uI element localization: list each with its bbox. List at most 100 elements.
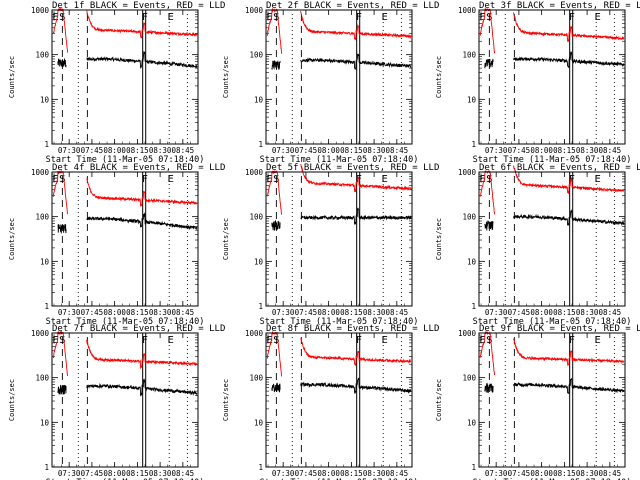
y-tick-label: 1 <box>258 302 263 311</box>
y-tick-label: 1000 <box>245 168 264 177</box>
x-axis-label: Start Time (11-Mar-05 07:18:40) <box>46 478 205 480</box>
x-tick-label: 08:15 <box>553 146 576 155</box>
x-tick-label: 08:15 <box>340 146 363 155</box>
y-tick-label: 10 <box>40 418 50 427</box>
x-tick-label: 07:30 <box>58 308 81 317</box>
marker-letter: E <box>479 335 485 346</box>
x-tick-label: 07:45 <box>508 469 531 478</box>
y-tick-label: 100 <box>462 51 476 60</box>
y-tick-label: 1 <box>44 302 49 311</box>
y-tick-label: 1000 <box>31 329 50 338</box>
y-tick-label: 1 <box>258 463 263 472</box>
y-tick-label: 10 <box>254 95 264 104</box>
y-tick-label: 10 <box>40 257 50 266</box>
x-tick-label: 08:45 <box>172 146 195 155</box>
marker-letter: E <box>52 174 58 185</box>
x-tick-label: 08:30 <box>149 469 172 478</box>
marker-letter: E <box>382 335 388 346</box>
y-axis-label: Counts/sec <box>435 379 443 421</box>
panel-5: Det 5f BLACK = Events, RED = LLD Counts/s… <box>222 163 439 327</box>
marker-letter: S <box>486 12 492 23</box>
x-tick-label: 08:30 <box>149 308 172 317</box>
y-tick-label: 1 <box>471 140 476 149</box>
x-tick-label: 08:00 <box>317 146 340 155</box>
x-tick-label: 08:00 <box>103 469 126 478</box>
x-tick-label: 08:45 <box>386 146 409 155</box>
y-tick-label: 100 <box>35 213 49 222</box>
plot-frame <box>478 332 626 468</box>
x-tick-label: 08:15 <box>126 146 149 155</box>
y-tick-label: 1000 <box>458 329 477 338</box>
x-tick-label: 08:30 <box>363 308 386 317</box>
series-line-events <box>271 60 281 70</box>
marker-letter: E <box>266 335 272 346</box>
plot-frame <box>265 9 413 145</box>
series-line-events <box>86 212 198 231</box>
y-axis-label: Counts/sec <box>435 218 443 260</box>
plot-frame <box>265 171 413 307</box>
y-tick-label: 1 <box>258 140 263 149</box>
panel-4: Det 4f BLACK = Events, RED = LLD Counts/s… <box>8 163 225 327</box>
panel-title: Det 4f BLACK = Events, RED = LLD <box>52 163 225 173</box>
series-line-lld <box>86 339 198 370</box>
plot-frame <box>51 171 199 307</box>
series-line-events <box>86 50 198 69</box>
y-tick-label: 100 <box>249 51 263 60</box>
panel-8: Det 8f BLACK = Events, RED = LLD Counts/s… <box>222 324 439 480</box>
y-tick-label: 100 <box>249 374 263 383</box>
x-tick-label: 07:30 <box>58 469 81 478</box>
marker-letter: E <box>52 335 58 346</box>
x-tick-label: 08:00 <box>317 308 340 317</box>
x-tick-label: 07:30 <box>272 308 295 317</box>
series-line-events <box>271 382 281 393</box>
marker-letter: E <box>168 174 174 185</box>
y-tick-label: 100 <box>35 374 49 383</box>
panel-2: Det 2f BLACK = Events, RED = LLD Counts/s… <box>222 1 439 165</box>
x-tick-label: 08:45 <box>599 146 622 155</box>
y-axis-label: Counts/sec <box>8 379 16 421</box>
x-tick-label: 08:30 <box>576 469 599 478</box>
panel-3: Det 3f BLACK = Events, RED = LLD Counts/s… <box>435 1 640 165</box>
x-tick-label: 08:00 <box>317 469 340 478</box>
y-axis-label: Counts/sec <box>8 56 16 98</box>
y-tick-label: 10 <box>467 257 477 266</box>
x-axis-label: Start Time (11-Mar-05 07:18:40) <box>260 317 419 327</box>
x-tick-label: 08:00 <box>103 146 126 155</box>
series-line-events <box>484 58 494 69</box>
series-line-events <box>513 377 625 395</box>
marker-letter: F <box>142 335 148 346</box>
series-line-lld <box>479 331 496 376</box>
x-tick-label: 08:15 <box>553 308 576 317</box>
panel-title: Det 5f BLACK = Events, RED = LLD <box>266 163 439 173</box>
marker-letter: F <box>142 174 148 185</box>
x-axis-label: Start Time (11-Mar-05 07:18:40) <box>260 155 419 165</box>
x-tick-label: 08:30 <box>363 146 386 155</box>
marker-letter: F <box>142 12 148 23</box>
series-line-events <box>57 384 67 395</box>
panel-title: Det 6f BLACK = Events, RED = LLD <box>479 163 640 173</box>
series-line-events <box>300 53 412 70</box>
marker-letter: S <box>486 174 492 185</box>
series-line-events <box>513 209 625 227</box>
series-line-lld <box>86 10 198 39</box>
x-tick-label: 07:45 <box>295 308 318 317</box>
panel-7: Det 7f BLACK = Events, RED = LLD Counts/s… <box>8 324 225 480</box>
x-tick-label: 08:00 <box>530 469 553 478</box>
series-line-lld <box>513 165 625 195</box>
x-tick-label: 08:30 <box>363 469 386 478</box>
panel-6: Det 6f BLACK = Events, RED = LLD Counts/s… <box>435 163 640 327</box>
marker-letter: F <box>569 12 575 23</box>
x-tick-label: 08:15 <box>340 308 363 317</box>
marker-letter: F <box>356 335 362 346</box>
plot-frame <box>478 9 626 145</box>
x-tick-label: 08:15 <box>126 308 149 317</box>
x-axis-label: Start Time (11-Mar-05 07:18:40) <box>473 317 632 327</box>
series-line-events <box>57 223 67 234</box>
marker-letter: S <box>273 335 279 346</box>
x-tick-label: 07:45 <box>81 146 104 155</box>
y-tick-label: 10 <box>467 418 477 427</box>
panel-title: Det 7f BLACK = Events, RED = LLD <box>52 324 225 334</box>
x-tick-label: 08:45 <box>172 308 195 317</box>
x-tick-label: 07:45 <box>295 469 318 478</box>
